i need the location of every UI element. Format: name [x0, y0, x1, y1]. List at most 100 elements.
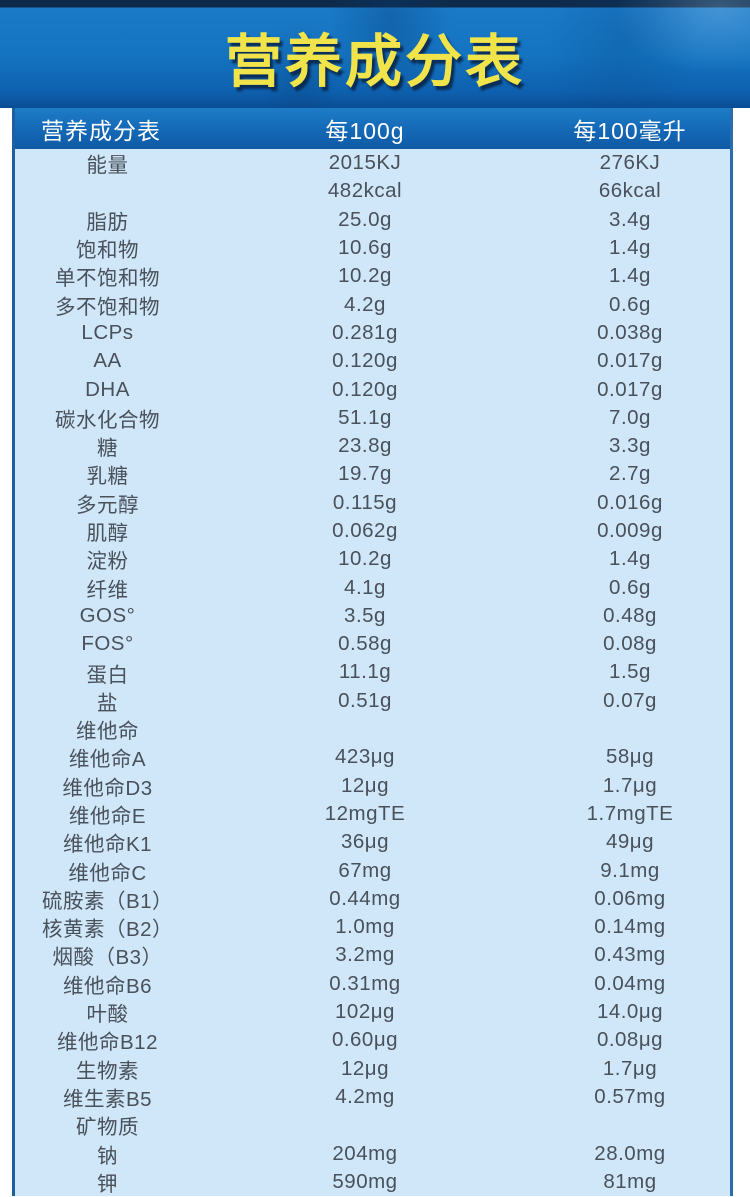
table-row: 维他命B12 0.60μg 0.08μg	[15, 1026, 730, 1054]
per-100ml-value-cell: 0.017g	[597, 349, 663, 373]
nutrient-label-cell: 盐	[97, 691, 118, 715]
per-100ml-value-cell: 0.6g	[609, 292, 651, 316]
nutrient-label-cell: 核黄素（B2）	[41, 918, 174, 942]
per-100g-value-cell: 102μg	[335, 1000, 395, 1024]
nutrient-label-cell: 乳糖	[86, 465, 129, 489]
per-100ml-value-cell: 0.48g	[603, 603, 657, 627]
table-row: AA 0.120g 0.017g	[15, 347, 730, 375]
nutrient-label-cell: 生物素	[76, 1059, 139, 1083]
per-100g-value-cell: 0.120g	[332, 377, 398, 401]
per-100g-value-cell: 0.58g	[338, 632, 392, 656]
nutrient-label-cell: 糖	[97, 437, 118, 461]
table-header-row: 营养成分表 每100g 每100毫升	[15, 108, 730, 149]
nutrient-label-cell: 能量	[86, 154, 129, 178]
per-100g-value-cell: 1.0mg	[335, 915, 395, 939]
per-100ml-value-cell: 81mg	[603, 1169, 657, 1193]
table-row: 淀粉 10.2g 1.4g	[15, 545, 730, 573]
per-100g-value-cell: 4.2g	[344, 292, 386, 316]
table-row: 维他命B6 0.31mg 0.04mg	[15, 970, 730, 998]
per-100ml-value-cell: 1.7mgTE	[586, 801, 674, 825]
per-100g-value-cell: 51.1g	[338, 405, 392, 429]
per-100g-value-cell: 482kcal	[327, 179, 403, 203]
per-100ml-value-cell: 0.6g	[609, 575, 651, 599]
per-100ml-value-cell: 66kcal	[598, 179, 662, 203]
table-row: 维生素B5 4.2mg 0.57mg	[15, 1083, 730, 1111]
nutrient-label-cell: 单不饱和物	[55, 267, 160, 291]
nutrient-label-cell: 碳水化合物	[55, 408, 160, 432]
per-100g-value-cell: 423μg	[335, 745, 395, 769]
table-row: 乳糖 19.7g 2.7g	[15, 460, 730, 488]
table-row: 盐 0.51g 0.07g	[15, 687, 730, 715]
table-row: DHA 0.120g 0.017g	[15, 375, 730, 403]
nutrient-label-cell: 蛋白	[86, 663, 129, 687]
table-row: 糖 23.8g 3.3g	[15, 432, 730, 460]
per-100g-value-cell: 0.60μg	[331, 1028, 399, 1052]
nutrient-label-cell: 硫胺素（B1）	[41, 889, 174, 913]
nutrient-label-cell: FOS°	[81, 632, 134, 656]
per-100ml-value-cell: 3.4g	[609, 207, 651, 231]
per-100ml-value-cell: 0.14mg	[594, 915, 666, 939]
per-100ml-value-cell: 0.017g	[597, 377, 663, 401]
table-row: 单不饱和物 10.2g 1.4g	[15, 262, 730, 290]
nutrient-label-cell: 脂肪	[86, 210, 129, 234]
nutrient-label-cell: 维他命D3	[62, 776, 153, 800]
per-100ml-value-cell: 28.0mg	[594, 1141, 666, 1165]
nutrient-label-cell: 维生素B5	[62, 1087, 153, 1111]
per-100ml-value-cell: 1.4g	[609, 236, 651, 260]
nutrient-label-cell: DHA	[85, 377, 130, 401]
per-100g-value-cell: 4.2mg	[335, 1084, 395, 1108]
table-row: 维他命K1 36μg 49μg	[15, 828, 730, 856]
per-100g-value-cell: 23.8g	[338, 434, 392, 458]
per-100g-value-cell: 12mgTE	[324, 801, 406, 825]
nutrient-label-cell: LCPs	[81, 320, 134, 344]
nutrient-label-cell: 维他命E	[68, 804, 147, 828]
per-100ml-value-cell: 0.07g	[603, 688, 657, 712]
header-per-100g-column: 每100g	[325, 117, 405, 144]
table-row: 烟酸（B3） 3.2mg 0.43mg	[15, 941, 730, 969]
nutrient-label-cell: 肌醇	[86, 522, 129, 546]
table-row: 硫胺素（B1） 0.44mg 0.06mg	[15, 885, 730, 913]
per-100ml-value-cell: 9.1mg	[600, 858, 660, 882]
table-row: 多不饱和物 4.2g 0.6g	[15, 290, 730, 319]
per-100g-value-cell: 3.5g	[344, 603, 386, 627]
per-100g-value-cell: 0.281g	[332, 320, 398, 344]
table-row: 维他命	[15, 715, 730, 743]
nutrient-label-cell: 维他命B6	[62, 974, 153, 998]
nutrient-label-cell: 淀粉	[86, 550, 129, 574]
per-100ml-value-cell: 0.08g	[603, 632, 657, 656]
table-row: GOS° 3.5g 0.48g	[15, 602, 730, 630]
per-100ml-value-cell: 1.4g	[609, 547, 651, 571]
per-100g-value-cell: 10.6g	[338, 236, 392, 260]
table-row: 维他命A 423μg 58μg	[15, 743, 730, 771]
per-100g-value-cell: 25.0g	[338, 207, 392, 231]
table-row: 矿物质	[15, 1111, 730, 1139]
table-row: 叶酸 102μg 14.0μg	[15, 998, 730, 1026]
page-title: 营养成分表	[225, 30, 525, 94]
per-100ml-value-cell: 0.43mg	[594, 943, 666, 967]
table-row: 脂肪 25.0g 3.4g	[15, 206, 730, 234]
table-row: 蛋白 11.1g 1.5g	[15, 658, 730, 686]
table-row: 肌醇 0.062g 0.009g	[15, 517, 730, 545]
per-100ml-value-cell: 0.016g	[597, 490, 663, 514]
nutrient-label-cell: 多元醇	[76, 493, 139, 517]
per-100g-value-cell: 0.115g	[332, 490, 398, 514]
table-row: 能量 2015KJ 276KJ	[15, 149, 730, 177]
table-row: 钠 204mg 28.0mg	[15, 1139, 730, 1168]
table-row: 482kcal 66kcal	[15, 177, 730, 205]
table-row: 生物素 12μg 1.7μg	[15, 1055, 730, 1083]
nutrient-label-cell: 钠	[97, 1144, 118, 1168]
nutrient-label-cell: 维他命A	[68, 748, 147, 772]
banner: 营养成分表	[0, 0, 750, 108]
nutrient-label-cell: 叶酸	[86, 1003, 129, 1027]
per-100ml-value-cell: 1.7μg	[602, 1056, 658, 1080]
per-100g-value-cell: 590mg	[332, 1169, 398, 1193]
nutrient-label-cell: 维他命K1	[62, 833, 153, 857]
per-100g-value-cell: 19.7g	[338, 462, 392, 486]
per-100ml-value-cell: 0.009g	[597, 519, 663, 542]
per-100g-value-cell: 12μg	[340, 773, 389, 797]
header-per-100ml-column: 每100毫升	[573, 117, 687, 144]
nutrition-table: 营养成分表 每100g 每100毫升 能量 2015KJ 276KJ 482kc…	[12, 108, 733, 1196]
table-body: 能量 2015KJ 276KJ 482kcal 66kcal 脂肪 25.0g …	[15, 149, 730, 1196]
per-100ml-value-cell: 0.06mg	[594, 886, 666, 910]
